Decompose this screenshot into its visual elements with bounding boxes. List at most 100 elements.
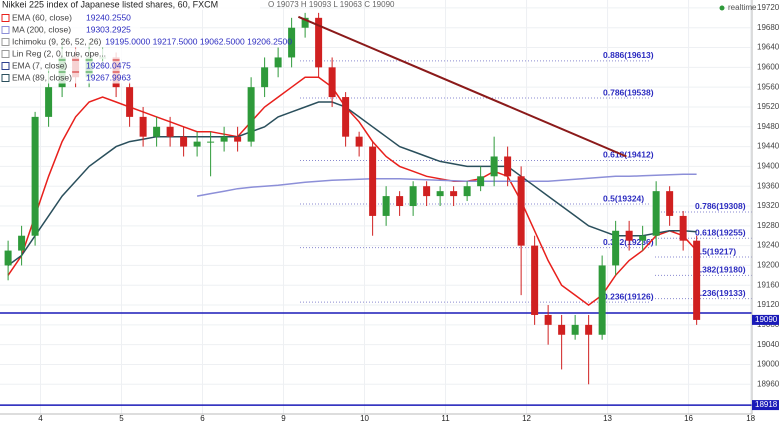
y-tick-label: 19640 <box>757 43 779 52</box>
fib-label: 0.618(19255) <box>695 227 746 237</box>
candle-body <box>139 116 147 137</box>
y-tick-label: 19480 <box>757 122 779 131</box>
fib-label: 0.236(19126) <box>603 291 654 301</box>
y-tick-label: 19280 <box>757 221 779 230</box>
y-tick-label: 19120 <box>757 300 779 309</box>
price-label-box <box>752 314 779 325</box>
x-tick-label: 16 <box>684 414 693 423</box>
y-tick-label: 19320 <box>757 201 779 210</box>
y-tick-label: 19680 <box>757 23 779 32</box>
legend-name: Lin Reg (2, 0, true, ope... <box>12 48 106 58</box>
candle-body <box>585 324 593 335</box>
candle-body <box>180 136 188 147</box>
y-tick-label: 18960 <box>757 379 779 388</box>
fib-label: 0.382(19180) <box>695 265 746 275</box>
y-tick-label: 19560 <box>757 82 779 91</box>
ohlc-label: O 19073 H 19093 L 19063 C 19090 <box>268 0 395 9</box>
chart-title: Nikkei 225 index of Japanese listed shar… <box>2 0 218 9</box>
candle-body <box>693 240 701 320</box>
legend-swatch <box>1 62 10 70</box>
legend-swatch <box>1 14 10 22</box>
candle-body <box>126 87 134 117</box>
candle-body <box>666 191 674 216</box>
x-tick-label: 12 <box>522 414 531 423</box>
candle-body <box>436 191 444 197</box>
y-tick-label: 19600 <box>757 62 779 71</box>
legend: EMA (60, close) 19240.2550 MA (200, close)… <box>0 12 292 84</box>
status: realtime <box>728 3 757 12</box>
x-axis-band <box>0 414 752 424</box>
candle-body <box>315 17 323 68</box>
candle-body <box>112 57 120 88</box>
candle-body <box>639 235 647 241</box>
legend-bg <box>0 36 140 48</box>
fib-label: 0.786(19308) <box>695 201 746 211</box>
y-tick-label: 19400 <box>757 162 779 171</box>
legend-bg <box>0 12 140 24</box>
candle-body <box>261 67 269 88</box>
candle-body <box>612 230 620 266</box>
candle-body <box>4 250 12 266</box>
candle-body <box>247 87 255 142</box>
candle-body <box>463 186 471 197</box>
candle-body <box>18 235 26 251</box>
x-tick-label: 4 <box>38 414 43 423</box>
candle-body <box>207 141 215 143</box>
candle-body <box>423 186 431 197</box>
x-tick-label: 9 <box>281 414 286 423</box>
fib-label: 0.236(19133) <box>695 288 746 298</box>
candle-body <box>477 176 485 187</box>
x-tick-label: 5 <box>119 414 124 423</box>
legend-bg <box>0 72 140 84</box>
candle-body <box>396 196 404 207</box>
candle-body <box>382 196 390 216</box>
legend-name: EMA (7, close) <box>12 60 67 70</box>
x-tick-label: 10 <box>360 414 369 423</box>
candle-body <box>490 156 498 177</box>
candle-body <box>45 87 53 117</box>
candle-body <box>544 314 552 325</box>
fib-label: 0.382(19236) <box>603 237 654 247</box>
legend-swatch <box>1 38 10 46</box>
fib-label: 0.886(19613) <box>603 50 654 60</box>
legend-value: 19260.0475 <box>86 60 131 70</box>
axes: 1896019000190401908019120191601920019240… <box>38 3 779 423</box>
legend-name: EMA (60, close) <box>12 12 72 22</box>
candle-body <box>679 215 687 241</box>
candle-body <box>504 156 512 177</box>
legend-swatch <box>1 74 10 82</box>
y-tick-label: 19160 <box>757 280 779 289</box>
price-label: 19090 <box>755 315 778 324</box>
price-label-box <box>752 400 779 411</box>
status-dot <box>719 5 725 11</box>
candle-body <box>166 126 174 137</box>
candle-body <box>517 176 525 246</box>
y-tick-label: 19040 <box>757 340 779 349</box>
candle-body <box>355 136 363 147</box>
candle-body <box>301 17 309 28</box>
y-tick-label: 19360 <box>757 181 779 190</box>
candle-body <box>193 141 201 147</box>
y-tick-label: 19520 <box>757 102 779 111</box>
x-tick-label: 6 <box>200 414 205 423</box>
candle-body <box>58 57 66 88</box>
fib-label: 0.5(19324) <box>603 193 644 203</box>
legend-value: 19240.2550 <box>86 12 131 22</box>
candle-body <box>153 126 161 137</box>
legend-bg <box>0 24 140 36</box>
candle-body <box>234 136 242 142</box>
fib-label: 0.5(19217) <box>695 246 736 256</box>
legend-value: 19303.2925 <box>86 24 131 34</box>
candle-body <box>409 186 417 207</box>
trendline <box>297 15 627 158</box>
candle-body <box>220 136 228 142</box>
x-tick-label: 11 <box>441 414 450 423</box>
legend-name: MA (200, close) <box>12 24 71 34</box>
candle-body <box>598 265 606 335</box>
candle-body <box>342 97 350 137</box>
indicator-line <box>7 76 698 307</box>
candle-body <box>369 146 377 216</box>
plot: 0.886(19613) 0.786(19538) 0.618(19412) 0.5(… <box>0 12 752 406</box>
y-tick-label: 19000 <box>757 360 779 369</box>
legend-bg <box>0 48 140 60</box>
